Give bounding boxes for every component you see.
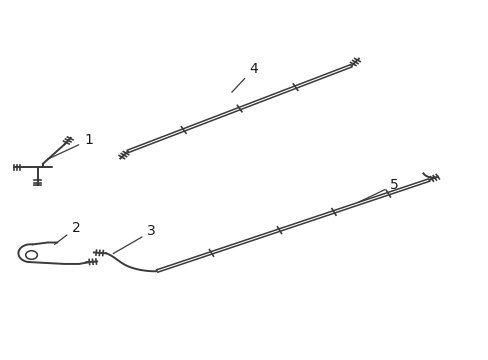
Text: 3: 3 [113, 224, 156, 254]
Text: 2: 2 [55, 221, 81, 244]
Text: 1: 1 [47, 133, 93, 159]
Text: 4: 4 [231, 62, 258, 92]
Text: 5: 5 [358, 178, 398, 202]
